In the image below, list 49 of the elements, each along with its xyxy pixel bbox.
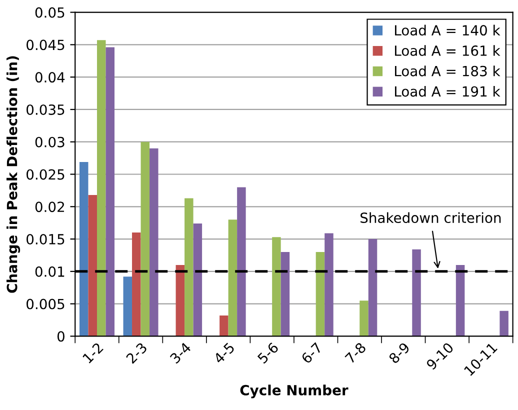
y-tick-label: 0 [57, 331, 64, 342]
y-tick-label: 0.025 [26, 169, 64, 180]
bar [79, 162, 88, 336]
ref-line-label: Shakedown criterion [360, 212, 501, 224]
x-tick-label: 8-9 [388, 342, 410, 364]
legend-label: Load A = 191 k [395, 86, 500, 97]
y-tick-label: 0.045 [26, 40, 64, 50]
y-tick-label: 0.035 [26, 104, 64, 115]
y-tick-label: 0.005 [26, 298, 64, 310]
x-tick-label: 3-4 [169, 342, 192, 364]
legend-label: Load A = 140 k [395, 24, 500, 36]
bar [184, 198, 194, 336]
x-tick-label: 5-6 [256, 342, 280, 364]
bar [96, 40, 106, 336]
y-tick-label: 0.03 [35, 136, 64, 148]
legend-label: Load A = 161 k [395, 45, 500, 56]
bar [140, 142, 150, 336]
bar [193, 223, 202, 336]
y-tick-label: 0.015 [26, 234, 64, 245]
bar [456, 264, 465, 336]
x-tick-label: 2-3 [126, 342, 148, 364]
bar [228, 220, 238, 336]
bar [316, 252, 325, 336]
x-axis-title: Cycle Number [240, 384, 348, 398]
y-tick-label: 0.04 [35, 72, 65, 83]
y-axis-title: Change in Peak Deflection (in) [6, 56, 20, 293]
x-tick-label: 4-5 [213, 342, 236, 364]
x-tick-label: 1-2 [82, 342, 104, 364]
bar [368, 239, 378, 336]
bar [272, 237, 281, 336]
y-tick-label: 0.01 [35, 266, 64, 277]
bar [106, 47, 115, 336]
bar [324, 233, 334, 336]
bar [176, 264, 185, 336]
y-tick-label: 0.02 [35, 202, 64, 212]
bar [280, 252, 290, 336]
bar [220, 315, 228, 336]
x-tick-label: 6-7 [300, 342, 323, 364]
bar [360, 300, 368, 336]
bar [412, 249, 421, 336]
bar [88, 194, 97, 336]
bar [237, 187, 246, 336]
bar [500, 310, 508, 336]
bar [132, 232, 141, 336]
x-tick-label: 7-8 [344, 342, 367, 364]
bar [123, 276, 132, 336]
legend-label: Load A = 183 k [395, 66, 500, 76]
y-tick-label: 0.05 [35, 7, 64, 18]
bar [150, 148, 158, 336]
